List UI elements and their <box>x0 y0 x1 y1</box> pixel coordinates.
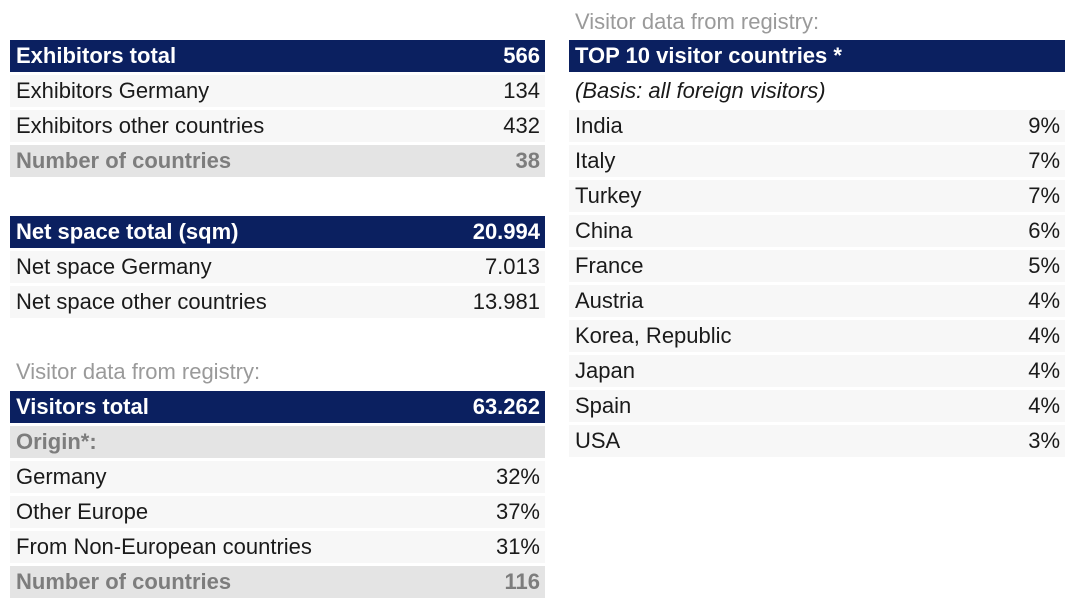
row-label: Germany <box>16 464 107 489</box>
country-label: China <box>575 218 633 243</box>
country-row: Japan 4% <box>569 355 1065 387</box>
row-label: Net space total (sqm) <box>16 219 239 244</box>
country-row: Spain 4% <box>569 390 1065 422</box>
country-row: India 9% <box>569 110 1065 142</box>
country-value: 5% <box>1028 253 1060 278</box>
exhibitors-countries-row: Number of countries 38 <box>10 145 545 177</box>
country-row: France 5% <box>569 250 1065 282</box>
row-value: 32% <box>495 464 540 489</box>
net-space-other-row: Net space other countries 13.981 <box>10 286 545 318</box>
country-value: 7% <box>1028 183 1060 208</box>
country-value: 7% <box>1028 148 1060 173</box>
country-label: Italy <box>575 148 616 173</box>
visitor-caption-right: Visitor data from registry: <box>575 9 820 34</box>
row-value: 63.262 <box>472 394 540 419</box>
country-label: Spain <box>575 393 632 418</box>
exhibitors-table: Exhibitors total 566 Exhibitors Germany … <box>10 40 545 180</box>
row-label: Number of countries <box>16 569 232 594</box>
row-label: Visitors total <box>16 394 149 419</box>
country-value: 4% <box>1028 358 1060 383</box>
row-label: Exhibitors other countries <box>16 113 265 138</box>
row-value: 20.994 <box>472 219 540 244</box>
country-row: Turkey 7% <box>569 180 1065 212</box>
net-space-germany-row: Net space Germany 7.013 <box>10 251 545 283</box>
row-label: Number of countries <box>16 148 232 173</box>
visitor-caption-left: Visitor data from registry: <box>16 359 261 384</box>
country-label: Japan <box>575 358 635 383</box>
country-label: India <box>575 113 623 138</box>
row-value: 134 <box>503 78 540 103</box>
row-value: 566 <box>503 43 540 68</box>
country-label: Korea, Republic <box>575 323 732 348</box>
origin-other-europe-row: Other Europe 37% <box>10 496 545 528</box>
row-label: (Basis: all foreign visitors) <box>575 78 826 103</box>
country-row: China 6% <box>569 215 1065 247</box>
top-countries-header: TOP 10 visitor countries * <box>569 40 1065 72</box>
row-value: 38 <box>515 148 540 173</box>
row-value: 13.981 <box>472 289 540 314</box>
row-label: Net space other countries <box>16 289 267 314</box>
exhibitors-other-row: Exhibitors other countries 432 <box>10 110 545 142</box>
country-row: Korea, Republic 4% <box>569 320 1065 352</box>
country-value: 6% <box>1028 218 1060 243</box>
visitors-table: Visitors total 63.262 Origin*: Germany 3… <box>10 391 545 601</box>
exhibitors-total-row: Exhibitors total 566 <box>10 40 545 72</box>
row-label: TOP 10 visitor countries * <box>575 43 842 68</box>
country-value: 4% <box>1028 393 1060 418</box>
visitor-countries-row: Number of countries 116 <box>10 566 545 598</box>
row-value: 37% <box>495 499 540 524</box>
basis-note-row: (Basis: all foreign visitors) <box>569 75 1065 107</box>
net-space-total-row: Net space total (sqm) 20.994 <box>10 216 545 248</box>
country-row: USA 3% <box>569 425 1065 457</box>
country-row: Italy 7% <box>569 145 1065 177</box>
country-value: 9% <box>1028 113 1060 138</box>
top-countries-table: TOP 10 visitor countries * (Basis: all f… <box>569 40 1065 460</box>
row-value: 31% <box>495 534 540 559</box>
exhibitors-germany-row: Exhibitors Germany 134 <box>10 75 545 107</box>
row-value: 7.013 <box>484 254 540 279</box>
country-label: Turkey <box>575 183 642 208</box>
row-label: From Non-European countries <box>16 534 312 559</box>
row-value: 116 <box>504 569 541 594</box>
row-label: Other Europe <box>16 499 149 524</box>
row-label: Exhibitors Germany <box>16 78 210 103</box>
origin-row: Origin*: <box>10 426 545 458</box>
origin-non-european-row: From Non-European countries 31% <box>10 531 545 563</box>
row-value: 432 <box>503 113 540 138</box>
row-label: Exhibitors total <box>16 43 177 68</box>
row-label: Origin*: <box>16 429 97 454</box>
country-value: 4% <box>1028 288 1060 313</box>
origin-germany-row: Germany 32% <box>10 461 545 493</box>
country-label: USA <box>575 428 621 453</box>
country-label: Austria <box>575 288 644 313</box>
visitors-total-row: Visitors total 63.262 <box>10 391 545 423</box>
country-label: France <box>575 253 644 278</box>
net-space-table: Net space total (sqm) 20.994 Net space G… <box>10 216 545 321</box>
row-label: Net space Germany <box>16 254 212 279</box>
country-row: Austria 4% <box>569 285 1065 317</box>
country-value: 3% <box>1028 428 1060 453</box>
country-value: 4% <box>1028 323 1060 348</box>
